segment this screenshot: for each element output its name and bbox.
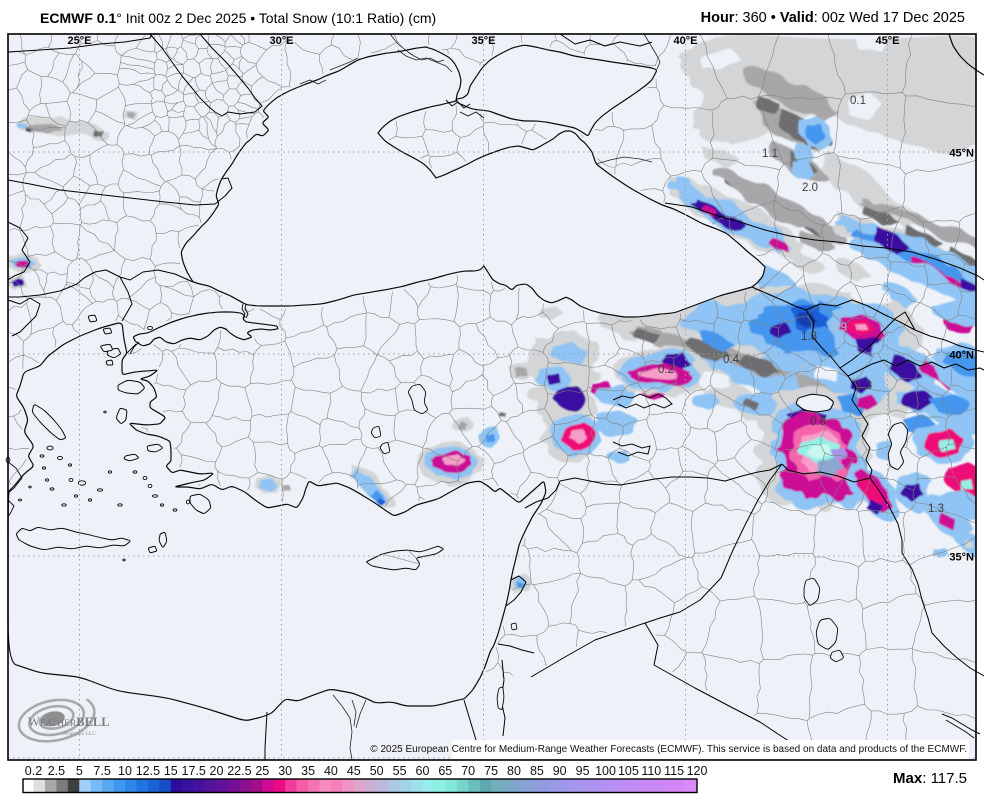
- svg-text:WEATHERBELL: WEATHERBELL: [28, 715, 110, 729]
- svg-text:110: 110: [641, 764, 661, 778]
- svg-text:1.8: 1.8: [801, 331, 817, 343]
- svg-text:0.2: 0.2: [25, 764, 42, 778]
- svg-text:0.2: 0.2: [658, 364, 674, 376]
- svg-text:15: 15: [164, 764, 178, 778]
- svg-text:45°N: 45°N: [949, 148, 974, 160]
- svg-text:115: 115: [664, 764, 684, 778]
- svg-text:0.1: 0.1: [850, 95, 866, 107]
- svg-text:1.3: 1.3: [856, 380, 872, 392]
- svg-text:17.5: 17.5: [182, 764, 206, 778]
- svg-text:100: 100: [595, 764, 616, 778]
- svg-text:45: 45: [347, 764, 361, 778]
- svg-text:40°E: 40°E: [674, 35, 698, 47]
- svg-text:30°E: 30°E: [270, 35, 294, 47]
- svg-text:40°N: 40°N: [949, 350, 974, 362]
- svg-text:80: 80: [507, 764, 521, 778]
- svg-text:Analytics LLC: Analytics LLC: [63, 731, 96, 737]
- svg-text:55: 55: [393, 764, 407, 778]
- svg-text:7.5: 7.5: [93, 764, 110, 778]
- svg-text:3.9: 3.9: [831, 322, 847, 334]
- svg-text:85: 85: [530, 764, 544, 778]
- svg-text:© 2025 European Centre for Med: © 2025 European Centre for Medium-Range …: [370, 744, 967, 755]
- svg-text:30: 30: [278, 764, 292, 778]
- svg-text:45°E: 45°E: [876, 35, 900, 47]
- svg-text:2.5: 2.5: [48, 764, 65, 778]
- svg-text:0.8: 0.8: [810, 416, 826, 428]
- svg-text:0.4: 0.4: [723, 354, 740, 366]
- svg-text:65: 65: [438, 764, 452, 778]
- svg-text:Max: 117.5: Max: 117.5: [893, 770, 967, 787]
- svg-text:1.3: 1.3: [928, 503, 944, 515]
- svg-text:2.7: 2.7: [798, 366, 814, 378]
- svg-text:35°N: 35°N: [949, 552, 974, 564]
- svg-text:25°E: 25°E: [68, 35, 92, 47]
- svg-text:20: 20: [210, 764, 224, 778]
- svg-text:60: 60: [416, 764, 430, 778]
- svg-text:95: 95: [576, 764, 590, 778]
- svg-text:35°E: 35°E: [472, 35, 496, 47]
- svg-text:10: 10: [118, 764, 132, 778]
- svg-text:25: 25: [255, 764, 269, 778]
- svg-text:5: 5: [76, 764, 83, 778]
- svg-text:40: 40: [324, 764, 338, 778]
- svg-text:22.5: 22.5: [227, 764, 251, 778]
- svg-text:90: 90: [553, 764, 567, 778]
- svg-text:75: 75: [484, 764, 498, 778]
- svg-text:2.0: 2.0: [802, 182, 818, 194]
- svg-text:12.5: 12.5: [136, 764, 160, 778]
- svg-text:1.1: 1.1: [762, 148, 778, 160]
- svg-text:105: 105: [618, 764, 639, 778]
- svg-text:50: 50: [370, 764, 384, 778]
- svg-text:120: 120: [687, 764, 708, 778]
- svg-text:35: 35: [301, 764, 315, 778]
- svg-text:70: 70: [461, 764, 475, 778]
